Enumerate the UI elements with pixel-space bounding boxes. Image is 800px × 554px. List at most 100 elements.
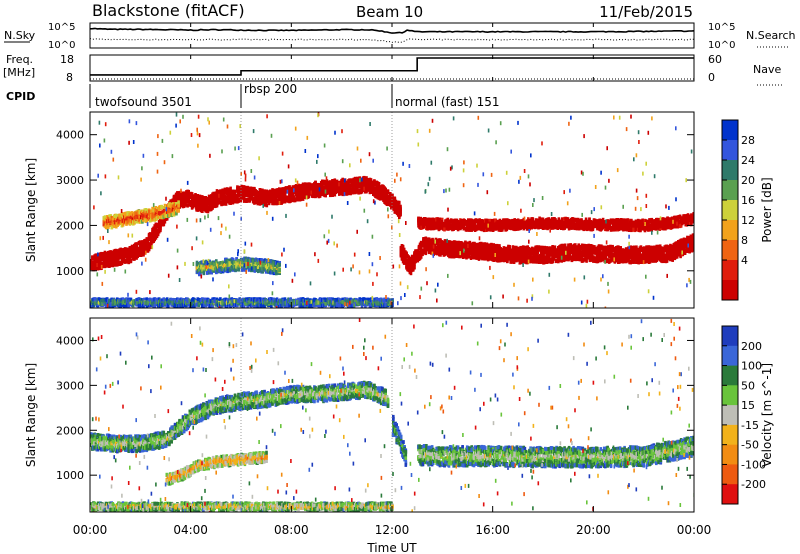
data-cell bbox=[568, 252, 571, 257]
data-cell bbox=[348, 183, 351, 188]
data-cell bbox=[443, 245, 447, 250]
data-cell bbox=[139, 249, 143, 254]
data-cell bbox=[692, 244, 694, 249]
data-cell bbox=[322, 181, 325, 186]
data-cell bbox=[245, 198, 248, 203]
data-cell bbox=[648, 259, 652, 264]
data-cell bbox=[525, 252, 528, 257]
data-cell bbox=[288, 186, 291, 191]
data-cell bbox=[567, 243, 570, 248]
data-cell bbox=[552, 256, 555, 261]
cpid-segment-rbsp: rbsp 200 bbox=[244, 82, 297, 96]
data-cell bbox=[107, 260, 110, 265]
data-cell bbox=[233, 189, 237, 194]
data-cell bbox=[187, 197, 190, 202]
data-cell bbox=[351, 187, 355, 192]
data-cell bbox=[485, 242, 489, 247]
data-cell bbox=[419, 254, 423, 259]
data-cell bbox=[341, 177, 344, 182]
data-cell bbox=[656, 256, 660, 261]
data-cell bbox=[92, 266, 95, 271]
nsearch-label: N.Search bbox=[746, 29, 796, 42]
data-cell bbox=[583, 257, 586, 262]
data-cell bbox=[287, 195, 290, 200]
data-cell bbox=[216, 200, 220, 205]
data-cell bbox=[506, 259, 509, 264]
data-cell bbox=[299, 197, 303, 202]
data-cell bbox=[319, 192, 323, 197]
data-cell bbox=[374, 189, 377, 194]
data-cell bbox=[409, 271, 413, 276]
data-cell bbox=[236, 185, 239, 190]
data-cell bbox=[239, 198, 243, 203]
data-cell bbox=[512, 251, 516, 256]
data-cell bbox=[457, 240, 460, 245]
data-cell bbox=[597, 247, 601, 252]
data-cell bbox=[666, 249, 670, 253]
data-cell bbox=[545, 246, 549, 251]
data-cell bbox=[343, 181, 347, 186]
data-cell bbox=[291, 191, 295, 196]
data-cell bbox=[306, 189, 309, 194]
data-cell bbox=[481, 242, 484, 247]
data-cell bbox=[211, 203, 214, 208]
data-cell bbox=[165, 216, 169, 221]
data-cell bbox=[673, 250, 677, 255]
data-cell bbox=[531, 218, 535, 222]
data-cell bbox=[653, 250, 656, 255]
data-cell bbox=[619, 246, 622, 251]
data-cell bbox=[450, 240, 454, 245]
data-cell bbox=[134, 253, 137, 258]
data-cell bbox=[618, 259, 621, 264]
data-cell bbox=[551, 259, 554, 264]
data-cell bbox=[92, 264, 95, 269]
data-cell bbox=[398, 215, 401, 220]
data-cell bbox=[640, 247, 644, 252]
data-cell bbox=[108, 253, 111, 258]
data-cell bbox=[462, 226, 466, 231]
data-cell bbox=[143, 246, 146, 251]
data-cell bbox=[314, 180, 317, 185]
data-cell bbox=[560, 246, 563, 251]
data-cell bbox=[251, 196, 255, 201]
data-cell bbox=[530, 246, 534, 251]
data-cell bbox=[448, 254, 451, 259]
data-cell bbox=[467, 254, 471, 259]
data-cell bbox=[490, 218, 494, 223]
data-cell bbox=[647, 245, 651, 250]
data-cell bbox=[458, 245, 461, 250]
data-cell bbox=[550, 251, 553, 256]
data-cell bbox=[692, 238, 694, 243]
data-cell bbox=[495, 243, 499, 248]
data-cell bbox=[390, 196, 393, 201]
data-cell bbox=[547, 256, 551, 261]
data-cell bbox=[483, 242, 486, 247]
data-cell bbox=[237, 197, 240, 202]
data-cell bbox=[652, 258, 655, 263]
data-cell bbox=[518, 256, 522, 261]
data-cell bbox=[509, 248, 512, 253]
data-cell bbox=[389, 192, 392, 196]
data-cell bbox=[440, 217, 444, 222]
data-cell bbox=[206, 209, 210, 214]
data-cell bbox=[542, 255, 545, 260]
data-cell bbox=[455, 240, 458, 245]
data-cell bbox=[184, 202, 187, 207]
data-cell bbox=[511, 248, 515, 253]
cpid-segment-twofsound: twofsound 3501 bbox=[95, 95, 192, 109]
data-cell bbox=[469, 248, 473, 253]
data-cell bbox=[511, 245, 515, 250]
nsky-series-line bbox=[89, 27, 695, 34]
data-cell bbox=[253, 186, 256, 191]
data-cell bbox=[503, 218, 506, 223]
data-cell bbox=[418, 251, 422, 256]
data-cell bbox=[333, 179, 337, 184]
data-cell bbox=[195, 197, 198, 201]
data-cell bbox=[638, 250, 642, 255]
data-cell bbox=[262, 198, 265, 203]
data-cell bbox=[229, 186, 232, 191]
data-cell bbox=[349, 190, 352, 195]
data-cell bbox=[429, 238, 432, 243]
data-cell bbox=[624, 251, 628, 256]
